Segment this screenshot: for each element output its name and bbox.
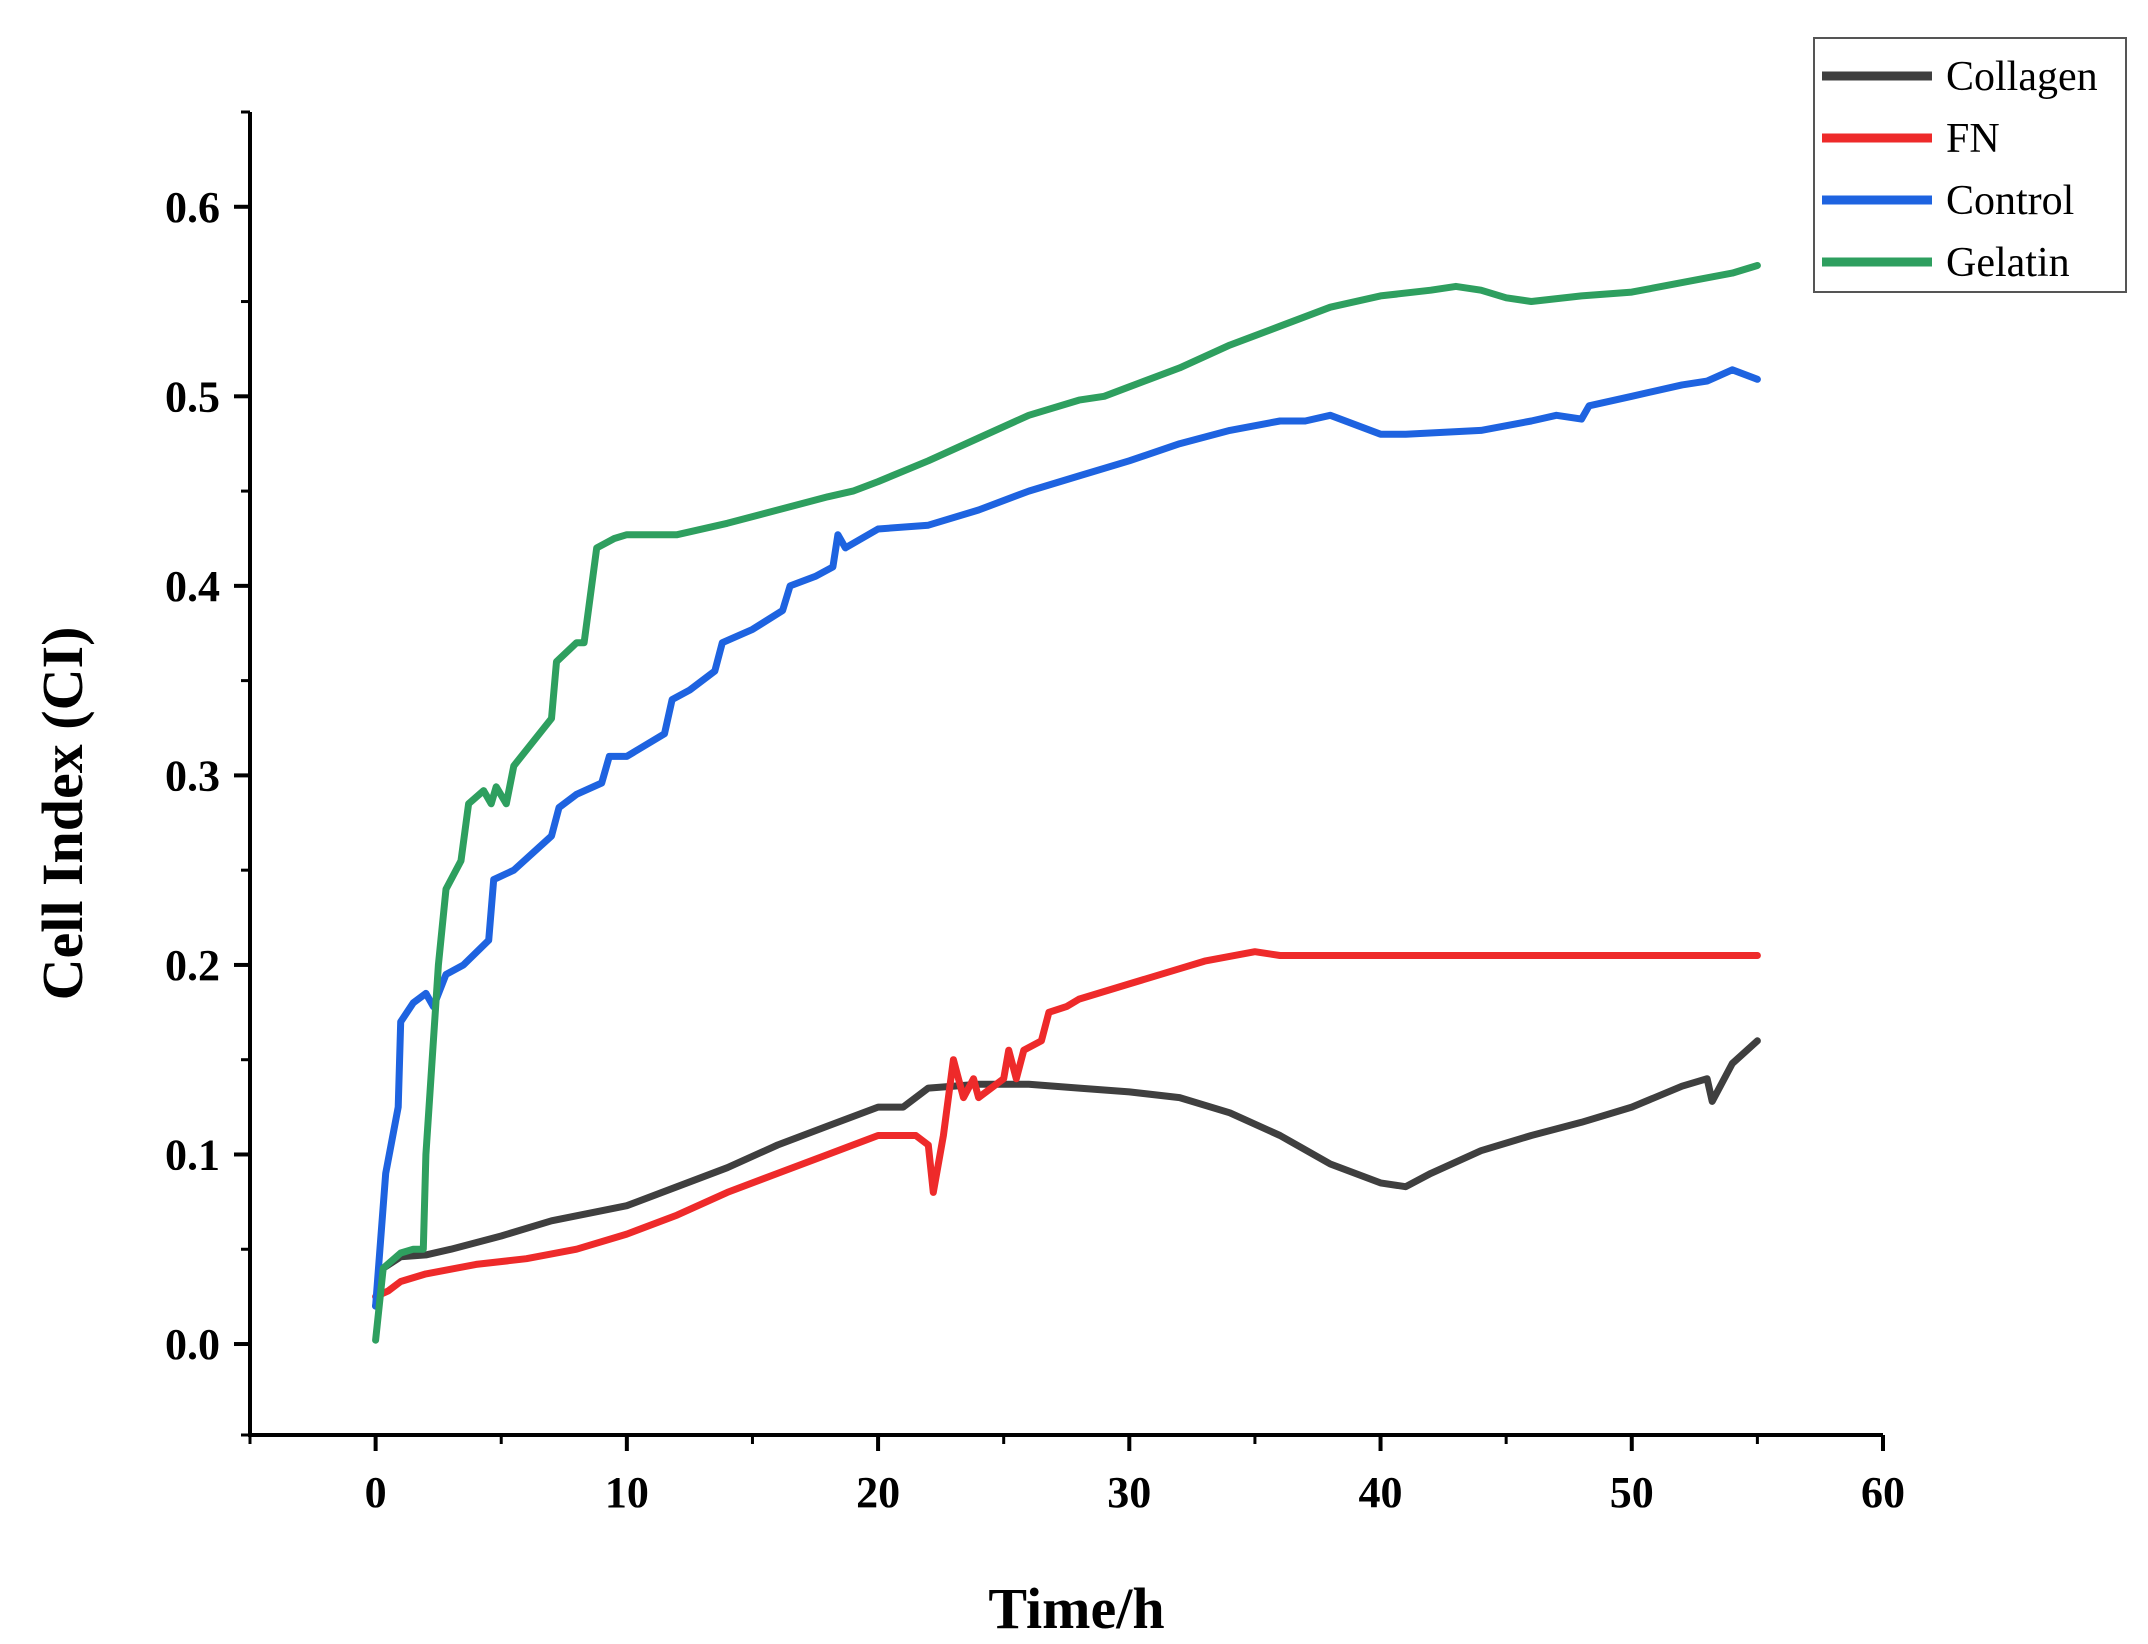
series-line-control [372,366,1761,1310]
y-tick-label: 0.2 [165,941,220,990]
x-tick-label: 0 [365,1468,387,1517]
y-tick-label: 0.0 [165,1320,220,1369]
y-tick-label: 0.4 [165,562,220,611]
series-layer [372,262,1761,1344]
x-tick-label: 50 [1610,1468,1654,1517]
series-line-collagen [372,1037,1761,1310]
legend: Collagen FN Control Gelatin [1813,37,2127,293]
x-tick-label: 40 [1359,1468,1403,1517]
y-tick-label: 0.1 [165,1130,220,1179]
y-tick-label: 0.3 [165,751,220,800]
series-line-fn [372,948,1761,1301]
legend-label-control: Control [1946,178,2074,224]
x-tick-label: 10 [605,1468,649,1517]
legend-label-gelatin: Gelatin [1946,240,2070,286]
y-tick-label: 0.6 [165,183,220,232]
axes: 0.0 0.1 0.2 0.3 0.4 0.5 0.6 0 10 20 30 40 50 60 [165,110,1905,1517]
legend-label-collagen: Collagen [1946,54,2098,100]
x-tick-label: 20 [856,1468,900,1517]
y-axis-title: Cell Index (CI) [30,627,95,1001]
series-line-gelatin [372,262,1761,1344]
x-tick-label: 60 [1861,1468,1905,1517]
x-tick-label: 30 [1107,1468,1151,1517]
legend-label-fn: FN [1946,116,2000,162]
x-axis-title: Time/h [988,1576,1164,1641]
y-tick-label: 0.5 [165,372,220,421]
